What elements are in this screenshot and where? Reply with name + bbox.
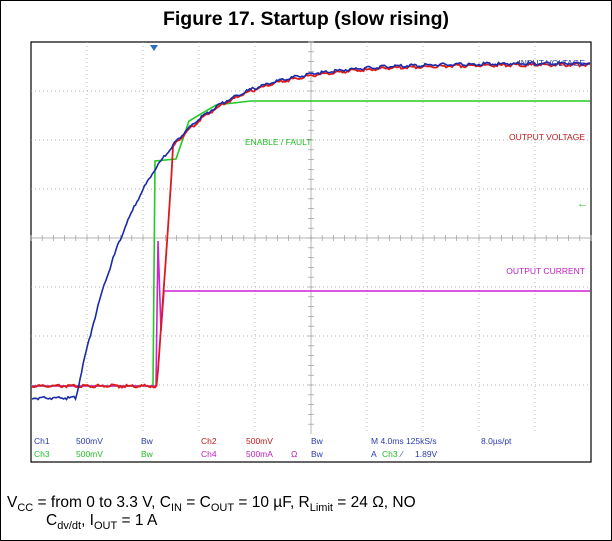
readout-text: 500mV	[246, 436, 273, 446]
trace-input	[31, 60, 591, 402]
readout-text: 500mA	[246, 449, 273, 459]
trace-label: ENABLE / FAULT	[245, 137, 311, 147]
figure: Figure 17. Startup (slow rising) ← INPUT…	[30, 8, 592, 463]
caption-text: , I	[81, 512, 94, 529]
trace-label: OUTPUT VOLTAGE	[509, 132, 585, 142]
readout-text: Bw	[141, 449, 154, 459]
caption-text: OUT	[93, 520, 118, 533]
readout-text: A	[371, 449, 377, 459]
caption-text: CC	[17, 502, 34, 515]
caption-text: Limit	[309, 502, 333, 515]
readout-text: 8.0µs/pt	[481, 436, 512, 446]
caption-text: = 10 µF, R	[234, 494, 310, 511]
trace-enable	[32, 100, 590, 387]
caption-line: Cdv/dt, IOUT = 1 A	[46, 512, 157, 532]
readout-text: Ch2	[201, 436, 217, 446]
readout-text: Ω	[291, 449, 297, 459]
readout-text: Ch3	[382, 449, 398, 459]
readout-text: 1.89V	[415, 449, 438, 459]
caption-text: OUT	[210, 502, 235, 515]
readout: Ch1 500mV Bw Ch2 500mV Bw M 4.0ms 125kS/…	[34, 436, 512, 459]
caption-line: VCC = from 0 to 3.3 V, CIN = COUT = 10 µ…	[7, 494, 416, 514]
trigger-marker	[150, 45, 158, 51]
readout-text: Ch4	[201, 449, 217, 459]
readout-text: Ch1	[34, 436, 50, 446]
readout-text: 500mV	[76, 436, 103, 446]
trace-current	[32, 240, 590, 387]
caption-text: C	[46, 512, 58, 529]
trace-label: OUTPUT CURRENT	[506, 266, 585, 276]
readout-text: ⁄	[399, 449, 404, 459]
caption-text: V	[7, 494, 18, 511]
readout-text: Bw	[141, 436, 154, 446]
trace-label: INPUT VOLTAGE	[518, 58, 585, 68]
figure-title: Figure 17. Startup (slow rising)	[163, 8, 449, 30]
readout-text: Bw	[311, 449, 324, 459]
caption-text: = from 0 to 3.3 V, C	[33, 494, 171, 511]
caption-text: dv/dt	[57, 520, 82, 533]
readout-text: Bw	[311, 436, 324, 446]
caption-text: IN	[170, 502, 182, 515]
readout-text: M 4.0ms 125kS/s	[371, 436, 437, 446]
readout-text: Ch3	[34, 449, 50, 459]
traces	[31, 60, 591, 402]
caption-text: = C	[181, 494, 211, 511]
caption-text: = 1 A	[117, 512, 158, 529]
caption-text: = 24 Ω, NO	[332, 494, 416, 511]
readout-text: 500mV	[76, 449, 103, 459]
trigger-level-marker: ←	[577, 198, 588, 210]
